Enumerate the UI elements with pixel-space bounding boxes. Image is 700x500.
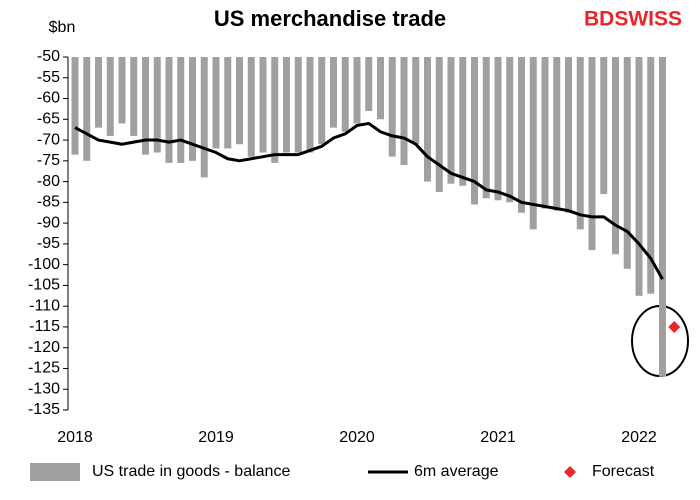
y-tick-label: -65 xyxy=(37,111,60,128)
logo: BDSWISS xyxy=(584,8,682,31)
y-tick-label: -130 xyxy=(28,380,60,397)
bar xyxy=(212,57,220,149)
bar xyxy=(412,57,420,145)
bar xyxy=(400,57,408,165)
bar xyxy=(165,57,173,163)
bar xyxy=(353,57,361,124)
bar xyxy=(224,57,232,149)
y-tick-label: -90 xyxy=(37,214,60,231)
bar xyxy=(95,57,102,128)
bar xyxy=(83,57,91,161)
bar xyxy=(588,57,596,251)
bar xyxy=(494,57,502,201)
bar xyxy=(623,57,631,269)
bar xyxy=(565,57,572,213)
y-tick-label: -120 xyxy=(28,339,60,356)
bar xyxy=(259,57,267,153)
bar xyxy=(294,57,302,153)
y-tick-label: -55 xyxy=(37,69,60,86)
bar xyxy=(576,57,584,230)
forecast-marker xyxy=(668,320,681,333)
bar xyxy=(130,57,138,136)
bar xyxy=(153,57,161,153)
legend-swatch xyxy=(30,463,80,481)
y-tick-label: -125 xyxy=(28,360,60,377)
bar xyxy=(71,57,79,155)
bar xyxy=(518,57,525,213)
bar xyxy=(482,57,490,199)
bar xyxy=(283,57,290,153)
y-tick-label: -50 xyxy=(37,48,60,65)
bar xyxy=(471,57,478,205)
bar xyxy=(447,57,455,184)
x-tick-label: 2021 xyxy=(480,429,516,446)
bar xyxy=(247,57,255,157)
bar xyxy=(365,57,373,111)
bar xyxy=(635,57,643,296)
bar xyxy=(600,57,608,195)
bar xyxy=(236,57,243,145)
y-tick-label: -95 xyxy=(37,235,60,252)
bar xyxy=(330,57,337,128)
bar xyxy=(189,57,196,161)
bar xyxy=(659,57,666,377)
bar xyxy=(106,57,114,136)
y-tick-label: -115 xyxy=(29,318,60,335)
y-tick-label: -75 xyxy=(37,152,60,169)
bar xyxy=(306,57,314,153)
y-tick-label: -110 xyxy=(29,297,60,314)
y-tick-label: -135 xyxy=(28,401,60,418)
bar xyxy=(529,57,537,230)
x-tick-label: 2018 xyxy=(57,429,93,446)
legend-swatch xyxy=(564,466,576,478)
bar xyxy=(377,57,384,120)
y-tick-label: -80 xyxy=(37,173,60,190)
bar xyxy=(200,57,208,178)
x-tick-label: 2019 xyxy=(198,429,234,446)
bar xyxy=(118,57,126,124)
bar xyxy=(541,57,549,209)
bar xyxy=(142,57,149,155)
bar xyxy=(424,57,431,182)
bar xyxy=(318,57,326,145)
bar xyxy=(459,57,467,186)
y-tick-label: -85 xyxy=(37,194,60,211)
y-axis-label: $bn xyxy=(49,19,76,36)
bar xyxy=(553,57,561,211)
bar xyxy=(435,57,443,192)
line xyxy=(74,121,664,280)
bar xyxy=(177,57,185,163)
y-tick-label: -105 xyxy=(28,277,60,294)
bar xyxy=(271,57,279,163)
y-tick-label: -100 xyxy=(28,256,60,273)
bar xyxy=(341,57,349,132)
y-tick-label: -60 xyxy=(37,90,60,107)
bar xyxy=(388,57,396,157)
legend-label: 6m average xyxy=(414,463,499,480)
legend-label: US trade in goods - balance xyxy=(92,463,290,480)
bar xyxy=(506,57,514,203)
chart-title: US merchandise trade xyxy=(214,6,446,31)
y-tick-label: -70 xyxy=(37,131,60,148)
legend-label: Forecast xyxy=(592,463,655,480)
x-tick-label: 2020 xyxy=(339,429,375,446)
bar xyxy=(612,57,619,255)
x-tick-label: 2022 xyxy=(621,429,657,446)
bar xyxy=(647,57,655,294)
